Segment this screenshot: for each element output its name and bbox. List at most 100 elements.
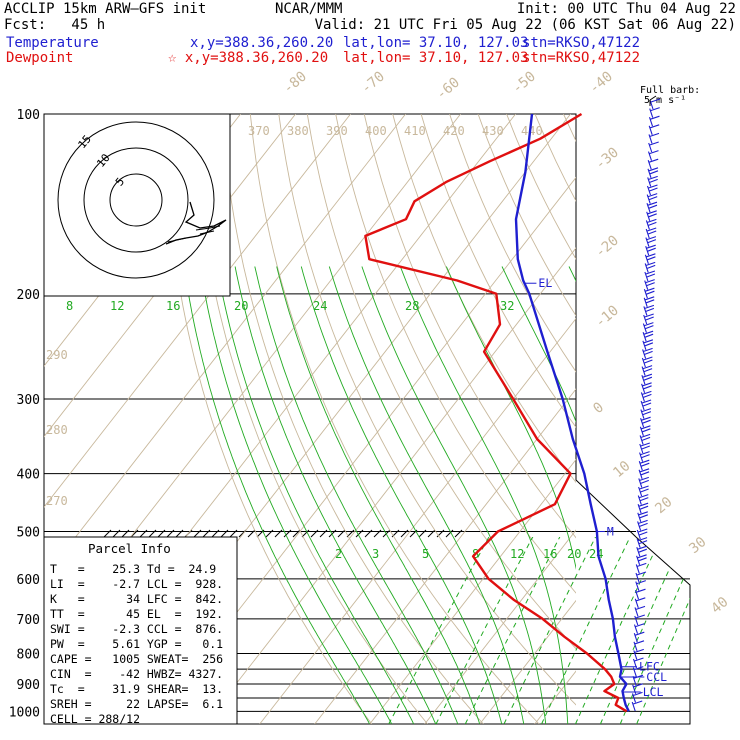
moist-adiabat	[276, 266, 481, 724]
theta-label: 390	[326, 124, 348, 138]
dry-adiabat	[677, 114, 740, 724]
hatch-mark	[454, 529, 463, 538]
hodograph-ring	[109, 173, 163, 227]
hatch-mark	[301, 529, 310, 538]
dry-adiabat	[164, 114, 373, 724]
dewpoint-latlon: lat,lon= 37.10, 127.03	[343, 50, 529, 66]
moist-adiabat	[328, 266, 525, 724]
isotherm-label: 20	[652, 494, 675, 517]
barb-legend-icon	[649, 95, 657, 106]
isotherm-label: -50	[509, 69, 539, 98]
hatch-mark	[157, 529, 166, 538]
pressure-label-200: 200	[17, 288, 40, 303]
moist-adiabat	[501, 266, 576, 423]
isotherm-line	[369, 458, 576, 724]
pressure-label-600: 600	[17, 573, 40, 588]
isotherm-label: -10	[592, 303, 622, 332]
moist-adiabat-label: 8	[66, 299, 73, 313]
dry-adiabat	[221, 114, 484, 724]
dry-adiabat	[563, 114, 576, 142]
dry-adiabat	[620, 114, 740, 724]
moist-adiabat-label: 32	[500, 299, 514, 313]
model-title: ACCLIP 15km ARW–GFS init	[4, 1, 207, 17]
hatch-mark	[130, 529, 139, 538]
hatch-mark	[337, 529, 346, 538]
theta-label: 290	[46, 348, 68, 362]
theta-label: 440	[521, 124, 543, 138]
temperature-line	[514, 113, 630, 712]
hatch-mark	[328, 529, 337, 538]
pressure-label-700: 700	[17, 613, 40, 628]
isotherm-label: -20	[592, 233, 622, 262]
isotherm-label: -30	[592, 145, 622, 174]
theta-label: 370	[248, 124, 270, 138]
dewpoint-xy: ☆ x,y=388.36,260.20	[168, 50, 329, 66]
pressure-label-100: 100	[17, 108, 40, 123]
mixing-ratio-line	[599, 537, 690, 724]
marker-lfc: LFC	[639, 660, 660, 674]
isotherm-line	[44, 114, 406, 579]
parcel-info-box	[43, 536, 238, 725]
isotherm-line	[44, 114, 351, 508]
hatch-mark	[175, 529, 184, 538]
mixing-ratio-line	[388, 537, 499, 724]
moist-adiabat	[361, 266, 547, 724]
mixing-ratio-label: 12	[510, 547, 524, 561]
pressure-label-500: 500	[17, 526, 40, 541]
theta-label: 420	[443, 124, 465, 138]
isotherm-label: 10	[610, 458, 633, 481]
moist-adiabat	[254, 266, 459, 724]
init-time: Init: 00 UTC Thu 04 Aug 22	[516, 1, 736, 17]
dry-adiabat	[278, 114, 576, 706]
hatch-mark	[148, 529, 157, 538]
parcel-info-title: Parcel Info	[88, 541, 171, 556]
moist-adiabat-label: 24	[313, 299, 327, 313]
mixing-ratio-label: 24	[589, 547, 603, 561]
mixing-ratio-label: 16	[543, 547, 557, 561]
theta-label: 430	[482, 124, 504, 138]
theta-label: 270	[46, 494, 68, 508]
dry-adiabat	[449, 114, 576, 373]
hatch-mark	[364, 529, 373, 538]
marker-m: M	[607, 525, 614, 539]
dry-adiabat	[392, 114, 576, 484]
isotherm-line	[424, 529, 576, 724]
mixing-ratio-line	[464, 537, 569, 724]
hatch-mark	[112, 529, 121, 538]
forecast-hour: Fcst: 45 h	[4, 17, 106, 33]
dry-adiabat	[249, 114, 540, 724]
isotherm-line	[479, 599, 576, 724]
hodograph-ring	[57, 121, 215, 279]
hatch-mark	[202, 529, 211, 538]
wind-barbs	[631, 98, 661, 712]
hatch-mark	[265, 529, 274, 538]
pressure-label-900: 900	[17, 678, 40, 693]
dry-adiabat	[306, 114, 576, 650]
marker-el: EL	[538, 276, 552, 290]
mixing-ratio-line	[503, 537, 605, 724]
hatch-mark	[211, 529, 220, 538]
marker-lcl: LCL	[643, 685, 664, 699]
mixing-ratio-line	[435, 537, 542, 724]
temperature-station: stn=RKSO,47122	[522, 35, 641, 51]
isotherm-line	[259, 317, 576, 724]
isotherm-label: 30	[686, 534, 709, 557]
moist-adiabat	[183, 266, 371, 724]
valid-time: Valid: 21 UTC Fri 05 Aug 22 (06 KST Sat …	[314, 17, 736, 33]
theta-label: 280	[46, 423, 68, 437]
hodograph-box	[43, 113, 231, 297]
mixing-ratio-line	[575, 537, 670, 724]
hatch-mark	[418, 529, 427, 538]
hatch-mark	[400, 529, 409, 538]
theta-label: 380	[287, 124, 309, 138]
isotherm-label: -80	[280, 69, 310, 98]
mixing-ratio-label: 3	[372, 547, 379, 561]
moist-adiabat-label: 28	[405, 299, 419, 313]
parcel-info-row: LI = -2.7 LCL = 928.	[50, 577, 223, 591]
parcel-info-row: K = 34 LFC = 842.	[50, 592, 223, 606]
hatch-mark	[193, 529, 202, 538]
isotherm-line	[204, 247, 576, 724]
moist-adiabat	[199, 266, 393, 724]
hatch-mark	[166, 529, 175, 538]
dry-adiabat	[734, 114, 740, 724]
